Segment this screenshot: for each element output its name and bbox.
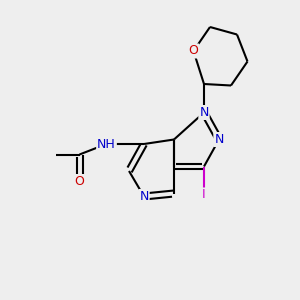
Text: N: N <box>139 190 149 203</box>
Text: O: O <box>189 44 198 58</box>
Text: I: I <box>202 188 206 202</box>
Text: NH: NH <box>97 137 116 151</box>
Text: N: N <box>214 133 224 146</box>
Text: O: O <box>75 175 84 188</box>
Text: N: N <box>199 106 209 119</box>
